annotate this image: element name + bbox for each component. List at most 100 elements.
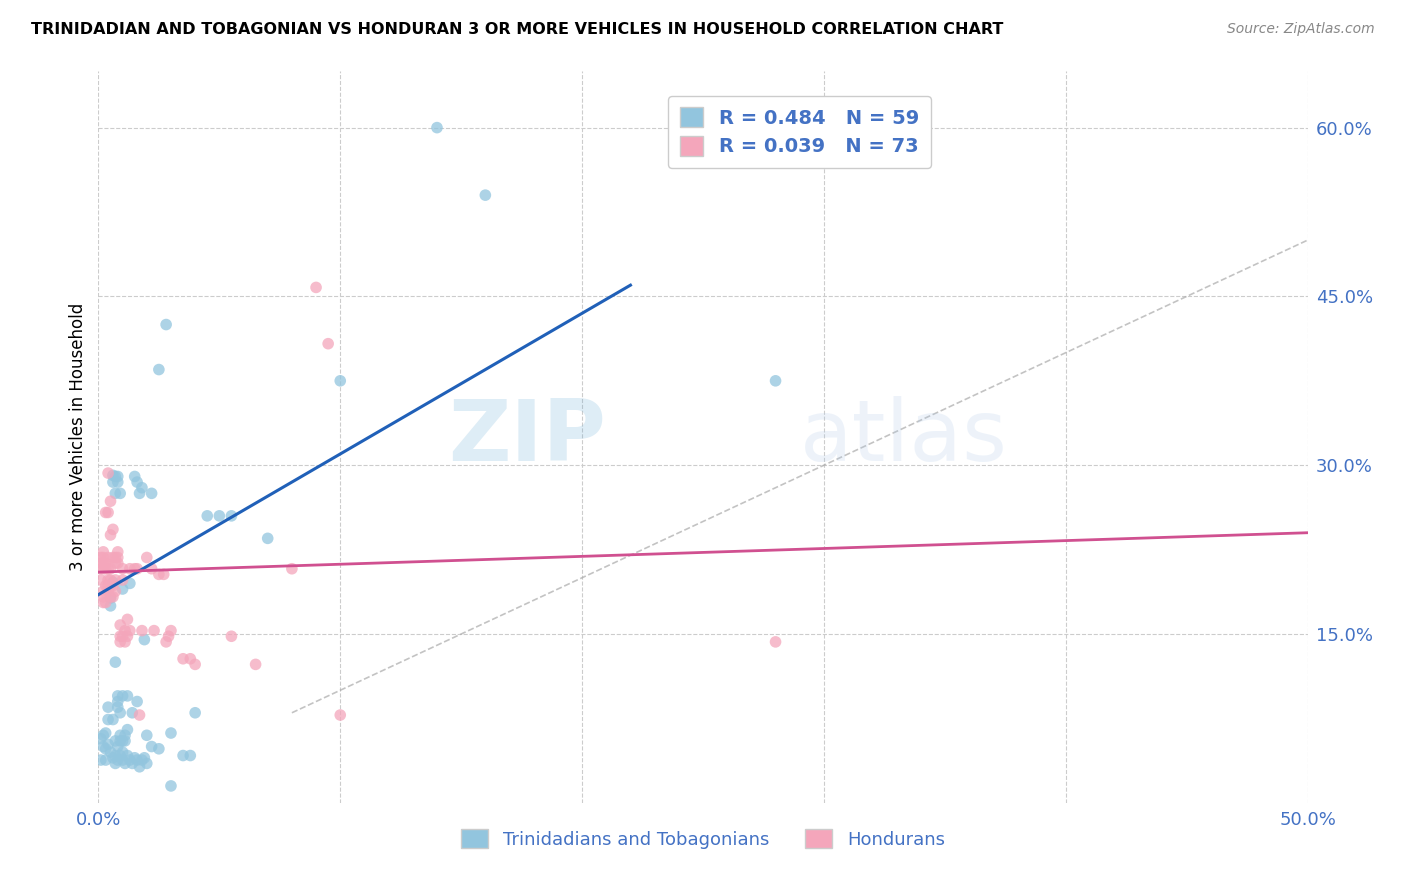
Point bbox=[97, 562, 120, 576]
Point bbox=[107, 469, 129, 483]
Point bbox=[100, 590, 122, 604]
Point bbox=[101, 468, 124, 483]
Point bbox=[107, 694, 129, 708]
Point bbox=[101, 575, 124, 590]
Point bbox=[90, 556, 112, 570]
Point bbox=[148, 362, 170, 376]
Point bbox=[195, 508, 218, 523]
Point bbox=[117, 748, 139, 763]
Point bbox=[104, 486, 127, 500]
Point bbox=[107, 556, 129, 570]
Point bbox=[97, 573, 120, 587]
Point bbox=[124, 751, 146, 765]
Point bbox=[111, 745, 134, 759]
Point bbox=[108, 706, 131, 720]
Point bbox=[100, 599, 122, 613]
Point bbox=[134, 751, 156, 765]
Point bbox=[117, 612, 139, 626]
Point bbox=[152, 567, 174, 582]
Point bbox=[127, 562, 149, 576]
Point bbox=[90, 550, 112, 565]
Point bbox=[111, 562, 134, 576]
Point bbox=[316, 336, 339, 351]
Point bbox=[97, 737, 120, 751]
Point bbox=[184, 706, 207, 720]
Point bbox=[101, 522, 124, 536]
Point bbox=[111, 573, 134, 587]
Point bbox=[765, 374, 787, 388]
Point bbox=[184, 657, 207, 672]
Point bbox=[114, 756, 136, 771]
Point bbox=[160, 726, 183, 740]
Legend: Trinidadians and Tobagonians, Hondurans: Trinidadians and Tobagonians, Hondurans bbox=[454, 822, 952, 856]
Point bbox=[221, 629, 243, 643]
Point bbox=[118, 753, 141, 767]
Point bbox=[104, 556, 127, 570]
Point bbox=[100, 494, 122, 508]
Point bbox=[148, 567, 170, 582]
Point bbox=[94, 726, 117, 740]
Point bbox=[245, 657, 267, 672]
Point bbox=[141, 486, 163, 500]
Point bbox=[101, 590, 124, 604]
Point bbox=[141, 739, 163, 754]
Point bbox=[111, 753, 134, 767]
Point bbox=[104, 573, 127, 587]
Point bbox=[141, 562, 163, 576]
Point bbox=[91, 545, 114, 559]
Point bbox=[108, 728, 131, 742]
Point bbox=[134, 632, 156, 647]
Point bbox=[108, 635, 131, 649]
Point bbox=[107, 550, 129, 565]
Point bbox=[474, 188, 496, 202]
Point bbox=[157, 629, 180, 643]
Point bbox=[118, 624, 141, 638]
Point bbox=[135, 728, 157, 742]
Point bbox=[104, 655, 127, 669]
Point bbox=[117, 689, 139, 703]
Point bbox=[131, 753, 153, 767]
Point bbox=[101, 751, 124, 765]
Point bbox=[104, 550, 127, 565]
Point bbox=[135, 550, 157, 565]
Text: TRINIDADIAN AND TOBAGONIAN VS HONDURAN 3 OR MORE VEHICLES IN HOUSEHOLD CORRELATI: TRINIDADIAN AND TOBAGONIAN VS HONDURAN 3… bbox=[31, 22, 1004, 37]
Point bbox=[97, 700, 120, 714]
Point bbox=[94, 741, 117, 756]
Point bbox=[121, 756, 143, 771]
Point bbox=[124, 562, 146, 576]
Point bbox=[108, 618, 131, 632]
Point bbox=[100, 562, 122, 576]
Point bbox=[94, 556, 117, 570]
Point bbox=[104, 469, 127, 483]
Point bbox=[127, 753, 149, 767]
Point bbox=[94, 753, 117, 767]
Point bbox=[111, 689, 134, 703]
Point bbox=[117, 629, 139, 643]
Point bbox=[104, 756, 127, 771]
Point bbox=[329, 708, 352, 723]
Text: ZIP: ZIP bbox=[449, 395, 606, 479]
Point bbox=[148, 741, 170, 756]
Point bbox=[107, 545, 129, 559]
Point bbox=[101, 475, 124, 489]
Point bbox=[107, 739, 129, 754]
Text: atlas: atlas bbox=[800, 395, 1008, 479]
Point bbox=[97, 466, 120, 480]
Point bbox=[91, 739, 114, 754]
Point bbox=[94, 506, 117, 520]
Point bbox=[94, 562, 117, 576]
Point bbox=[101, 579, 124, 593]
Point bbox=[160, 779, 183, 793]
Point bbox=[131, 481, 153, 495]
Point bbox=[101, 550, 124, 565]
Point bbox=[100, 573, 122, 587]
Point bbox=[111, 582, 134, 596]
Point bbox=[100, 528, 122, 542]
Point bbox=[108, 748, 131, 763]
Point bbox=[90, 573, 112, 587]
Point bbox=[127, 475, 149, 489]
Point bbox=[131, 624, 153, 638]
Point bbox=[256, 532, 278, 546]
Point bbox=[172, 748, 194, 763]
Point bbox=[143, 624, 166, 638]
